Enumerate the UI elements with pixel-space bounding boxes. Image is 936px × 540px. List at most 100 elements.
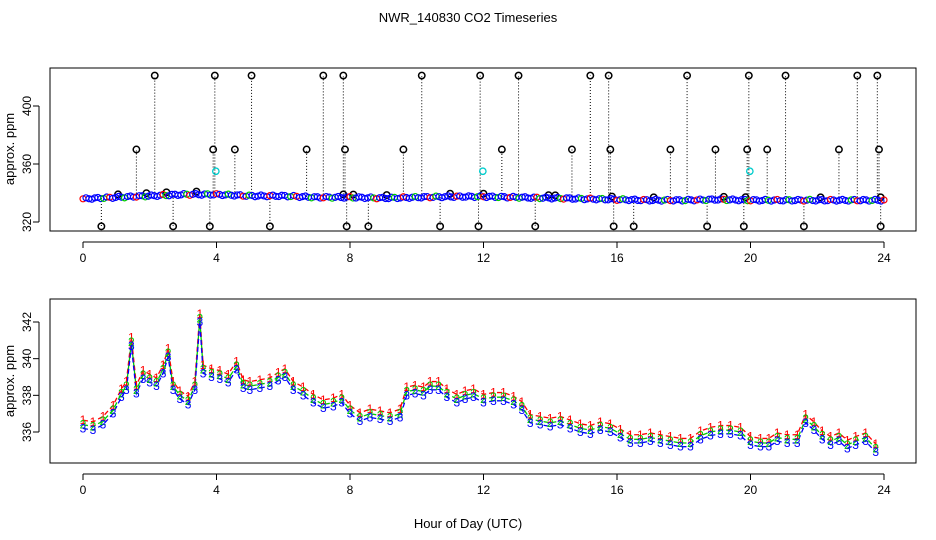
- series-2-point: 2: [123, 379, 130, 393]
- series-3-point: 3: [819, 432, 826, 446]
- flag-point-mid: [666, 145, 675, 154]
- series-2-point: 2: [727, 423, 734, 437]
- series-3-point: 3: [123, 383, 130, 397]
- series-3-point: 3: [367, 410, 374, 424]
- series-2-point: 2: [443, 387, 450, 401]
- series-1-point: 1: [282, 362, 289, 376]
- flag-point-mid: [230, 145, 239, 154]
- series-2-point: 2: [377, 409, 384, 423]
- series-1-point: 1: [233, 354, 240, 368]
- series-3-point: 3: [647, 434, 654, 448]
- series-1-point: 1: [607, 417, 614, 431]
- series-2-point: 2: [290, 379, 297, 393]
- series-2-point: 2: [176, 388, 183, 402]
- figure-title: NWR_140830 CO2 Timeseries: [379, 10, 558, 25]
- bottom-panel-ylabel: approx. ppm: [2, 345, 17, 417]
- series-1-point: 1: [387, 406, 394, 420]
- flag-point-high: [744, 71, 753, 80]
- series-2-point: 2: [153, 376, 160, 390]
- flag-point-high: [683, 71, 692, 80]
- series-2-point: 2: [557, 414, 564, 428]
- series-2-point: 2: [240, 377, 247, 391]
- series-1-point: 1: [774, 426, 781, 440]
- series-3-point: 3: [557, 418, 564, 432]
- series-1-point: 1: [357, 406, 364, 420]
- flag-point-mid: [497, 145, 506, 154]
- series-1-point: 1: [320, 393, 327, 407]
- series-3-point: 3: [547, 420, 554, 434]
- series-2-point: 2: [133, 383, 140, 397]
- series-3-point: 3: [687, 440, 694, 454]
- series-3-point: 3: [247, 383, 254, 397]
- series-3-point: 3: [216, 372, 223, 386]
- series-2-point: 2: [225, 372, 232, 386]
- series-1-point: 1: [412, 378, 419, 392]
- series-3-point: 3: [462, 392, 469, 406]
- series-2-point: 2: [844, 438, 851, 452]
- top-x-tick-label: 0: [80, 251, 87, 265]
- bottom-x-tick-label: 20: [744, 483, 758, 497]
- series-2-point: 2: [247, 379, 254, 393]
- series-2-point: 2: [784, 432, 791, 446]
- series-3-point: 3: [577, 425, 584, 439]
- flag-point-low: [739, 222, 748, 231]
- series-2-point: 2: [282, 366, 289, 380]
- series-3-point: 3: [208, 370, 215, 384]
- flag-point-low: [364, 222, 373, 231]
- series-1-point: 1: [500, 386, 507, 400]
- top-panel-ylabel: approx. ppm: [2, 113, 17, 185]
- series-1-point: 1: [687, 431, 694, 445]
- series-1-point: 1: [128, 331, 135, 345]
- series-3-point: 3: [160, 366, 167, 380]
- x-axis-label: Hour of Day (UTC): [414, 516, 522, 531]
- flag-point-low: [799, 222, 808, 231]
- series-3-point: 3: [519, 403, 526, 417]
- series-1-point: 1: [757, 431, 764, 445]
- series-3-point: 3: [747, 438, 754, 452]
- top-x-tick-label: 12: [477, 251, 491, 265]
- series-1-point: 1: [90, 415, 97, 429]
- series-1-point: 1: [257, 373, 264, 387]
- flag-point-mid: [341, 145, 349, 154]
- series-2-point: 2: [208, 366, 215, 380]
- series-3-point: 3: [420, 388, 427, 402]
- series-2-point: 2: [160, 363, 167, 377]
- series-1-point: 1: [657, 428, 664, 442]
- series-3-point: 3: [118, 390, 125, 404]
- flag-point-high: [853, 71, 862, 80]
- series-3-point: 3: [617, 431, 624, 445]
- series-1-point: 1: [377, 404, 384, 418]
- series-1-point: 1: [647, 426, 654, 440]
- flag-point-low: [97, 222, 106, 231]
- series-1-line: [82, 313, 877, 445]
- series-1-point: 1: [347, 398, 354, 412]
- series-2-point: 2: [387, 410, 394, 424]
- series-3-point: 3: [310, 396, 317, 410]
- series-2-line: [82, 318, 877, 449]
- series-1-point: 1: [827, 430, 834, 444]
- series-3-point: 3: [607, 425, 614, 439]
- series-1-point: 1: [110, 398, 117, 412]
- series-3-point: 3: [453, 396, 460, 410]
- series-1-point: 1: [275, 365, 282, 379]
- series-1-point: 1: [140, 364, 147, 378]
- flag-point-high: [873, 71, 882, 80]
- flag-point-low: [609, 222, 618, 231]
- series-1-point: 1: [225, 367, 232, 381]
- series-1-point: 1: [597, 415, 604, 429]
- series-1-point: 1: [677, 431, 684, 445]
- series-3-point: 3: [766, 440, 773, 454]
- flag-point-mid: [399, 145, 408, 154]
- series-1-point: 1: [587, 419, 594, 433]
- series-3-point: 3: [435, 383, 442, 397]
- series-3-point: 3: [717, 427, 724, 441]
- series-1-point: 1: [403, 380, 410, 394]
- series-2-point: 2: [597, 420, 604, 434]
- series-2-point: 2: [774, 431, 781, 445]
- series-3-point: 3: [196, 315, 203, 329]
- series-2-point: 2: [257, 377, 264, 391]
- series-3-point: 3: [802, 416, 809, 430]
- top-y-tick-label: 360: [20, 154, 34, 174]
- series-2-point: 2: [687, 436, 694, 450]
